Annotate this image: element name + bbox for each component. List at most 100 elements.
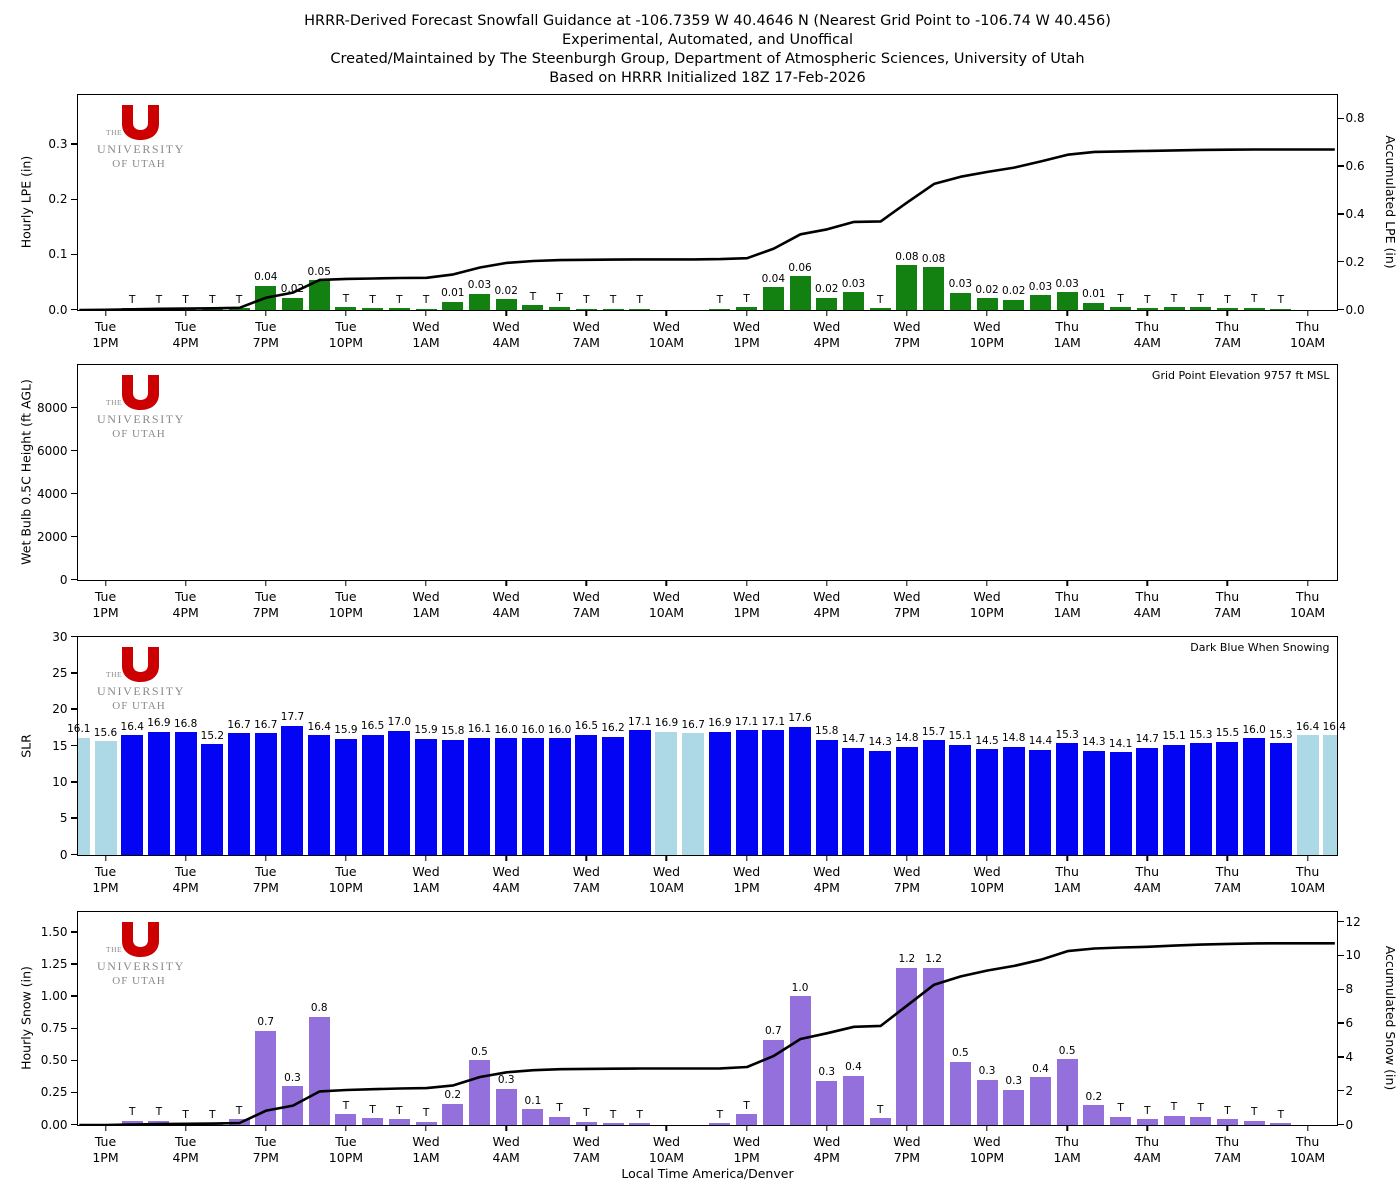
x-tick-label: Wed 10AM: [648, 1133, 685, 1166]
hourly-snow-bar-value-label: T: [422, 1107, 430, 1120]
hourly-lpe-bar-value-label: T: [422, 294, 430, 307]
hourly-lpe-bar-value-label: T: [876, 293, 884, 306]
hourly-lpe-bar-value-label: 0.02: [1002, 285, 1026, 298]
x-tick-label: Wed 10AM: [648, 318, 685, 351]
x-tick-mark: [1146, 309, 1148, 316]
slr-bar: [1029, 749, 1052, 855]
panel-slr: THE UNIVERSITY OF UTAH 16.1 15.6 16.4 16.9 16.8…: [18, 630, 1346, 896]
x-tick-label: Tue 7PM: [252, 588, 279, 621]
hourly-lpe-bar: [709, 308, 731, 310]
x-tick-mark: [184, 579, 187, 586]
hourly-lpe-bar: [923, 267, 945, 310]
x-tick-mark: [425, 1124, 427, 1131]
x-tick-mark: [425, 579, 427, 586]
y-tick-mark: [70, 535, 78, 538]
x-tick-label: Wed 4AM: [492, 863, 520, 896]
x-tick-mark: [665, 854, 668, 861]
y-tick-label-right: 4: [1345, 1049, 1354, 1064]
hourly-snow-bar-value-label: T: [583, 1107, 590, 1120]
hourly-snow-bar: [415, 1121, 437, 1125]
x-tick-mark: [184, 854, 187, 861]
slr-bar: [628, 730, 651, 855]
y-tick-label: 0.2: [48, 192, 68, 207]
slr-bar: [922, 740, 945, 855]
hourly-snow-bar: [709, 1123, 731, 1125]
x-tick-label: Wed 7PM: [893, 863, 921, 896]
slr-bar-value-label: 16.4: [307, 720, 331, 733]
slr-bar-value-label: 15.9: [334, 724, 358, 737]
y-tick-mark: [70, 931, 78, 933]
hourly-snow-bar: [949, 1061, 971, 1125]
slr-bar: [789, 726, 812, 855]
slr-bar-value-label: 16.1: [67, 723, 91, 736]
slr-bar: [281, 725, 304, 855]
wet-bulb-height-annotation: Grid Point Elevation 9757 ft MSL: [1151, 368, 1330, 382]
x-tick-mark: [665, 309, 668, 316]
y-tick-label-right: 12: [1345, 914, 1361, 929]
hourly-lpe-bar-value-label: T: [1117, 292, 1124, 305]
x-tick-mark: [345, 579, 347, 586]
hourly-lpe-bar-value-label: T: [1197, 292, 1204, 305]
x-tick-label: Tue 1PM: [92, 588, 119, 621]
slr-bar-value-label: 17.6: [788, 712, 812, 725]
y-tick-label: 1.00: [40, 989, 68, 1004]
slr-labels-layer: 16.1 15.6 16.4 16.9 16.8 15.2 16.7 16.7 17.7 16.4…: [67, 637, 1346, 855]
hourly-lpe-bar: [1056, 292, 1078, 310]
slr-bar-value-label: 16.8: [173, 717, 198, 730]
hourly-snow-bar: [842, 1075, 864, 1125]
hourly-snow-bar: [495, 1088, 517, 1125]
slr-bar: [77, 737, 90, 855]
slr-bar-value-label: 14.8: [895, 732, 919, 745]
y-axis-label-left: SLR: [18, 733, 33, 758]
hourly-snow-bar: [1136, 1119, 1158, 1125]
university-of-utah-logo: THE UNIVERSITY OF UTAH: [97, 104, 183, 170]
y-tick-mark-right: [1336, 165, 1344, 167]
slr-bar: [94, 741, 117, 855]
hourly-lpe-bar: [736, 307, 758, 310]
hourly-lpe-bar-value-label: 0.08: [921, 252, 946, 265]
slr-bar: [895, 746, 918, 855]
x-tick-mark: [745, 579, 748, 586]
x-tick-mark: [826, 854, 828, 861]
y-tick-mark-right: [1336, 920, 1344, 923]
hourly-lpe-bar-value-label: 0.03: [841, 277, 866, 290]
hourly-lpe-bar-value-label: 0.01: [441, 287, 465, 300]
hourly-snow-bar: [255, 1030, 277, 1125]
x-tick-mark: [505, 1124, 507, 1131]
y-tick-label: 0.00: [40, 1117, 68, 1132]
y-tick-mark-right: [1336, 954, 1344, 957]
hourly-snow-bar: [1190, 1116, 1212, 1125]
slr-bar: [1136, 747, 1159, 855]
hourly-snow-bar-value-label: T: [556, 1102, 563, 1115]
hourly-snow-bar-value-label: 0.5: [1058, 1044, 1076, 1057]
x-tick-mark: [265, 1124, 267, 1131]
y-tick-mark: [70, 781, 78, 783]
hourly-lpe-bar-value-label: 0.02: [280, 283, 305, 296]
hourly-lpe-bar-value-label: 0.03: [467, 279, 492, 292]
y-tick-label: 25: [52, 665, 68, 680]
hourly-snow-bar: [976, 1079, 998, 1125]
y-tick-label: 0: [59, 847, 68, 862]
y-tick-label: 0.0: [48, 302, 68, 317]
hourly-lpe-bar-value-label: T: [609, 294, 617, 307]
x-tick-label: Thu 1AM: [1053, 318, 1081, 351]
university-of-utah-logo: THE UNIVERSITY OF UTAH: [97, 921, 183, 987]
hourly-snow-bar-value-label: 0.3: [284, 1071, 301, 1084]
x-tick-mark: [184, 1124, 187, 1131]
y-tick-label-right: 8: [1345, 982, 1354, 997]
y-tick-label-right: 0.2: [1345, 254, 1365, 269]
slr-bar-value-label: 14.8: [1002, 732, 1026, 745]
slr-bar: [762, 730, 785, 855]
slr-bar-value-label: 16.5: [360, 720, 385, 733]
slr-bar: [708, 731, 731, 855]
logo-text: OF UTAH: [112, 975, 165, 987]
hourly-lpe-bar: [869, 308, 891, 310]
hourly-lpe-bar-value-label: T: [209, 294, 216, 307]
hourly-snow-bar-value-label: T: [743, 1099, 750, 1112]
slr-bar-value-label: 14.7: [1135, 733, 1159, 746]
slr-bar: [308, 735, 331, 855]
hourly-snow-bar-value-label: 0.4: [1032, 1062, 1049, 1075]
logo-text: OF UTAH: [112, 428, 165, 440]
hourly-snow-bar: [121, 1120, 143, 1125]
hourly-snow-bar-value-label: 0.7: [764, 1025, 782, 1038]
